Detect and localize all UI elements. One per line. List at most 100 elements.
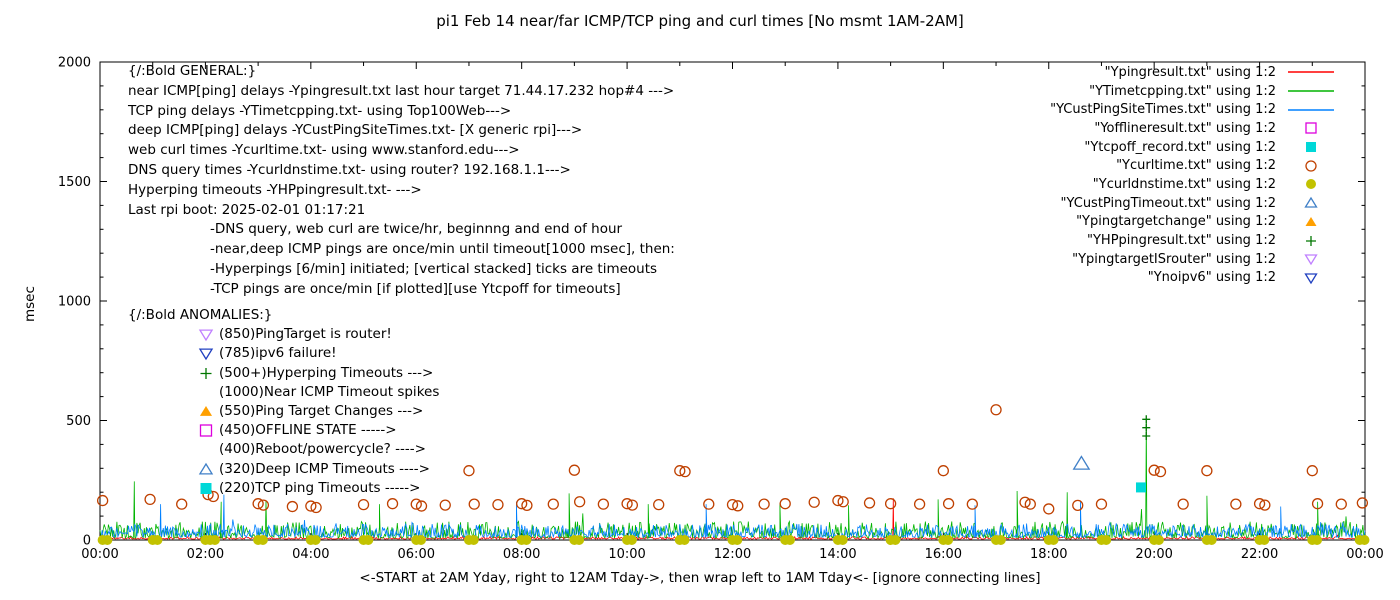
filled-circle-icon (1284, 176, 1338, 192)
y-tick-label: 1000 (58, 295, 91, 310)
legend-item: "YpingtargetISrouter" using 1:2 (1050, 250, 1338, 269)
legend-item: "Ypingresult.txt" using 1:2 (1050, 63, 1338, 82)
series-points-Ytcpoff_record.txt (1135, 482, 1146, 493)
x-tick-label: 12:00 (714, 547, 751, 562)
x-tick-label: 18:00 (1030, 547, 1067, 562)
legend: "Ypingresult.txt" using 1:2 "YTimetcpping… (1050, 63, 1338, 287)
x-axis-label: <-START at 2AM Yday, right to 12AM Tday-… (359, 570, 1041, 586)
line-icon (1284, 102, 1338, 118)
legend-label: "YpingtargetISrouter" using 1:2 (1072, 251, 1276, 267)
annotation-detail-line: -near,deep ICMP pings are once/min until… (210, 241, 675, 258)
legend-label: "Ytcpoff_record.txt" using 1:2 (1084, 139, 1276, 155)
legend-label: "Ycurldnstime.txt" using 1:2 (1092, 176, 1276, 192)
anomaly-label: (400)Reboot/powercycle? ----> (219, 441, 426, 458)
series-line-YTimetcpping.txt (99, 419, 1366, 540)
x-tick-label: 00:00 (81, 547, 118, 562)
x-tick-label: 06:00 (398, 547, 435, 562)
anomaly-label: (320)Deep ICMP Timeouts ----> (219, 460, 430, 477)
blank-icon (198, 442, 214, 457)
anomaly-label: (550)Ping Target Changes ---> (219, 402, 424, 419)
legend-label: "YHPpingresult.txt" using 1:2 (1087, 233, 1276, 249)
series-points-Ycurltime.txt (96, 404, 1369, 515)
x-tick-label: 00:00 (1346, 547, 1383, 562)
legend-item: "Ypingtargetchange" using 1:2 (1050, 213, 1338, 232)
x-tick-label: 10:00 (608, 547, 645, 562)
legend-label: "Ypingtargetchange" using 1:2 (1076, 214, 1276, 230)
x-tick-label: 02:00 (187, 547, 224, 562)
anomaly-open-triangle-down-icon (198, 329, 214, 342)
series-line-YCustPingSiteTimes.txt (99, 494, 1366, 539)
annotation-line: near ICMP[ping] delays -Ypingresult.txt … (128, 82, 675, 99)
open-triangle-down-icon (1284, 270, 1338, 286)
x-tick-label: 08:00 (503, 547, 540, 562)
annotation-detail-line: -TCP pings are once/min [if plotted][use… (210, 280, 621, 297)
anomaly-line: (320)Deep ICMP Timeouts ----> (198, 460, 439, 479)
blank-icon (198, 385, 214, 400)
y-tick-label: 2000 (58, 56, 91, 71)
x-tick-label: 16:00 (925, 547, 962, 562)
legend-label: "YCustPingTimeout.txt" using 1:2 (1060, 195, 1276, 211)
legend-item: "YHPpingresult.txt" using 1:2 (1050, 231, 1338, 250)
anomaly-line: (785)ipv6 failure! (198, 344, 439, 363)
x-tick-label: 14:00 (819, 547, 856, 562)
annotation-line: DNS query times -Ycurldnstime.txt- using… (128, 161, 571, 178)
legend-item: "YTimetcpping.txt" using 1:2 (1050, 82, 1338, 101)
anomaly-label: (785)ipv6 failure! (219, 345, 337, 362)
page-title: pi1 Feb 14 near/far ICMP/TCP ping and cu… (436, 12, 964, 30)
legend-item: "YCustPingTimeout.txt" using 1:2 (1050, 194, 1338, 213)
open-triangle-up-icon (1284, 195, 1338, 211)
line-icon (1284, 83, 1338, 99)
anomaly-filled-triangle-up-icon (199, 406, 213, 416)
legend-label: "YTimetcpping.txt" using 1:2 (1089, 83, 1276, 99)
filled-square-icon (1284, 139, 1338, 155)
legend-label: "Ycurltime.txt" using 1:2 (1116, 158, 1276, 174)
anomaly-line: (220)TCP ping Timeouts -----> (198, 479, 439, 498)
filled-triangle-up-icon (1284, 214, 1338, 230)
anomaly-plus-icon (200, 367, 212, 379)
x-tick-label: 20:00 (1135, 547, 1172, 562)
anomaly-line: (400)Reboot/powercycle? ----> (198, 440, 439, 459)
anomalies-annotations: {/:Bold ANOMALIES:} (850)PingTarget is ro… (128, 306, 439, 498)
anomaly-label: (220)TCP ping Timeouts -----> (219, 479, 421, 496)
legend-item: "Ynoipv6" using 1:2 (1050, 269, 1338, 288)
anomaly-line: (1000)Near ICMP Timeout spikes (198, 383, 439, 402)
line-icon (1284, 64, 1338, 80)
annotation-line: web curl times -Ycurltime.txt- using www… (128, 142, 520, 159)
y-tick-label: 500 (66, 414, 91, 429)
legend-item: "Ycurltime.txt" using 1:2 (1050, 156, 1338, 175)
legend-item: "Ytcpoff_record.txt" using 1:2 (1050, 138, 1338, 157)
general-heading: {/:Bold GENERAL:} (128, 63, 257, 79)
anomaly-open-square-icon (199, 424, 213, 437)
legend-label: "Yofflineresult.txt" using 1:2 (1094, 120, 1276, 136)
open-triangle-down-icon (1284, 251, 1338, 267)
series-points-YCustPingTimeout.txt (1072, 455, 1091, 470)
annotation-detail-line: -Hyperpings [6/min] initiated; [vertical… (210, 260, 658, 277)
anomaly-filled-square-icon (200, 482, 212, 494)
legend-item: "YCustPingSiteTimes.txt" using 1:2 (1050, 100, 1338, 119)
plus-icon (1284, 233, 1338, 249)
anomaly-open-triangle-up-icon (198, 462, 214, 475)
open-square-icon (1284, 120, 1338, 136)
legend-item: "Ycurldnstime.txt" using 1:2 (1050, 175, 1338, 194)
legend-item: "Yofflineresult.txt" using 1:2 (1050, 119, 1338, 138)
anomaly-line: (450)OFFLINE STATE -----> (198, 421, 439, 440)
y-tick-label: 1500 (58, 175, 91, 190)
open-circle-icon (1284, 158, 1338, 174)
annotation-detail-line: -DNS query, web curl are twice/hr, begin… (210, 221, 623, 238)
series-points-YHPpingresult.txt (1142, 415, 1151, 441)
anomaly-label: (1000)Near ICMP Timeout spikes (219, 383, 440, 400)
series-points-Ycurldnstime.txt (97, 535, 1370, 545)
legend-label: "Ynoipv6" using 1:2 (1147, 270, 1276, 286)
legend-label: "YCustPingSiteTimes.txt" using 1:2 (1050, 102, 1276, 118)
anomaly-line: (550)Ping Target Changes ---> (198, 402, 439, 421)
anomaly-label: (500+)Hyperping Timeouts ---> (219, 364, 434, 381)
anomaly-line: (500+)Hyperping Timeouts ---> (198, 364, 439, 383)
general-annotations: {/:Bold GENERAL:} near ICMP[ping] delays … (128, 62, 675, 300)
annotation-line: Hyperping timeouts -YHPpingresult.txt- -… (128, 181, 422, 198)
legend-label: "Ypingresult.txt" using 1:2 (1104, 64, 1276, 80)
y-tick-label: 0 (83, 534, 91, 549)
annotation-line: TCP ping delays -YTimetcpping.txt- using… (128, 102, 512, 119)
anomaly-label: (450)OFFLINE STATE -----> (219, 422, 397, 439)
annotation-line: Last rpi boot: 2025-02-01 01:17:21 (128, 201, 366, 218)
